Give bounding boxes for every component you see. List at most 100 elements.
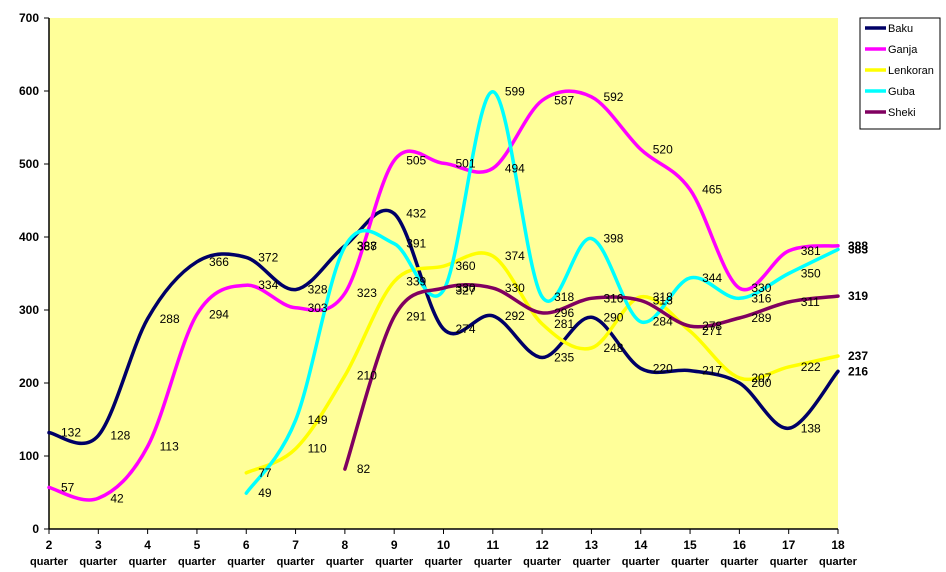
data-label-guba: 149 (308, 413, 328, 427)
x-tick-sublabel: quarter (671, 556, 710, 568)
data-label-lenkoran: 222 (801, 360, 821, 374)
data-label-ganja: 501 (456, 156, 476, 170)
data-label-baku: 388 (357, 239, 377, 253)
data-label-guba: 344 (702, 271, 722, 285)
data-label-sheki: 82 (357, 462, 371, 476)
legend-label-baku: Baku (888, 23, 913, 35)
x-tick-sublabel: quarter (178, 556, 217, 568)
data-label-guba: 350 (801, 267, 821, 281)
data-label-ganja: 57 (61, 480, 75, 494)
data-label-ganja: 505 (406, 153, 426, 167)
data-label-baku: 274 (456, 322, 476, 336)
x-tick-sublabel: quarter (523, 556, 562, 568)
data-label-ganja: 592 (603, 90, 623, 104)
data-label-baku: 432 (406, 207, 426, 221)
x-tick-label: 16 (733, 538, 747, 552)
legend-label-sheki: Sheki (888, 107, 916, 119)
y-tick-label: 200 (19, 376, 39, 390)
x-tick-label: 14 (634, 538, 648, 552)
data-label-lenkoran: 210 (357, 369, 377, 383)
series-line-sheki (343, 283, 840, 471)
data-label-sheki: 313 (653, 294, 673, 308)
x-tick-sublabel: quarter (79, 556, 118, 568)
x-tick-sublabel: quarter (227, 556, 266, 568)
data-label-baku: 366 (209, 255, 229, 269)
data-label-sheki: 278 (702, 319, 722, 333)
data-label-ganja: 334 (258, 278, 278, 292)
data-label-sheki: 316 (603, 291, 623, 305)
data-label-lenkoran: 271 (702, 324, 722, 338)
legend-label-guba: Guba (888, 86, 916, 98)
data-label-guba: 318 (554, 290, 574, 304)
x-tick-sublabel: quarter (819, 556, 858, 568)
legend-label-ganja: Ganja (888, 44, 918, 56)
data-label-guba: 391 (406, 237, 426, 251)
data-label-lenkoran: 339 (406, 275, 426, 289)
data-label-lenkoran: 318 (653, 290, 673, 304)
x-tick-label: 17 (782, 538, 796, 552)
x-tick-label: 18 (831, 538, 845, 552)
data-label-baku: 290 (603, 310, 623, 324)
data-label-ganja: 294 (209, 307, 229, 321)
x-tick-sublabel: quarter (425, 556, 464, 568)
data-label-sheki: 296 (554, 306, 574, 320)
data-label-guba: 599 (505, 85, 525, 99)
y-tick-label: 500 (19, 157, 39, 171)
data-label-lenkoran: 207 (751, 371, 771, 385)
x-tick-sublabel: quarter (375, 556, 414, 568)
data-label-guba: 327 (456, 283, 476, 297)
data-label-baku: 216 (848, 364, 868, 378)
x-tick-label: 8 (342, 538, 349, 552)
data-label-baku: 220 (653, 361, 673, 375)
x-tick-label: 5 (194, 538, 201, 552)
data-label-baku: 217 (702, 364, 722, 378)
data-label-baku: 292 (505, 309, 525, 323)
x-tick-label: 9 (391, 538, 398, 552)
data-label-lenkoran: 360 (456, 259, 476, 273)
data-label-lenkoran: 77 (258, 466, 272, 480)
data-label-baku: 128 (110, 429, 130, 443)
data-label-guba: 49 (258, 486, 272, 500)
x-tick-label: 12 (535, 538, 549, 552)
data-label-ganja: 494 (505, 161, 525, 175)
data-label-sheki: 319 (848, 289, 868, 303)
data-label-sheki: 289 (751, 311, 771, 325)
x-tick-label: 7 (292, 538, 299, 552)
data-label-lenkoran: 281 (554, 317, 574, 331)
x-tick-sublabel: quarter (326, 556, 365, 568)
data-label-baku: 235 (554, 350, 574, 364)
series-line-lenkoran (244, 251, 840, 475)
x-tick-label: 2 (46, 538, 53, 552)
data-label-baku: 200 (751, 376, 771, 390)
data-label-guba: 387 (357, 239, 377, 253)
data-label-baku: 288 (160, 312, 180, 326)
data-label-guba: 284 (653, 315, 673, 329)
x-tick-label: 13 (585, 538, 599, 552)
x-tick-label: 6 (243, 538, 250, 552)
data-label-guba: 383 (848, 242, 868, 256)
series-line-ganja (47, 89, 840, 502)
x-tick-label: 3 (95, 538, 102, 552)
series-line-baku (47, 208, 840, 446)
data-label-guba: 316 (751, 291, 771, 305)
data-label-lenkoran: 248 (603, 341, 623, 355)
y-tick-label: 700 (19, 11, 39, 25)
y-tick-label: 100 (19, 449, 39, 463)
data-label-ganja: 303 (308, 301, 328, 315)
data-label-guba: 398 (603, 231, 623, 245)
data-label-sheki: 330 (505, 281, 525, 295)
data-label-ganja: 381 (801, 244, 821, 258)
x-tick-label: 10 (437, 538, 451, 552)
legend-label-lenkoran: Lenkoran (888, 65, 934, 77)
x-tick-label: 11 (486, 538, 499, 552)
data-label-baku: 138 (801, 421, 821, 435)
data-label-sheki: 330 (456, 281, 476, 295)
data-label-baku: 372 (258, 250, 278, 264)
data-label-ganja: 330 (751, 281, 771, 295)
data-label-lenkoran: 110 (308, 442, 327, 456)
x-tick-sublabel: quarter (720, 556, 759, 568)
data-label-ganja: 520 (653, 142, 673, 156)
y-tick-label: 300 (19, 303, 39, 317)
x-tick-label: 15 (683, 538, 697, 552)
data-label-ganja: 42 (110, 491, 124, 505)
